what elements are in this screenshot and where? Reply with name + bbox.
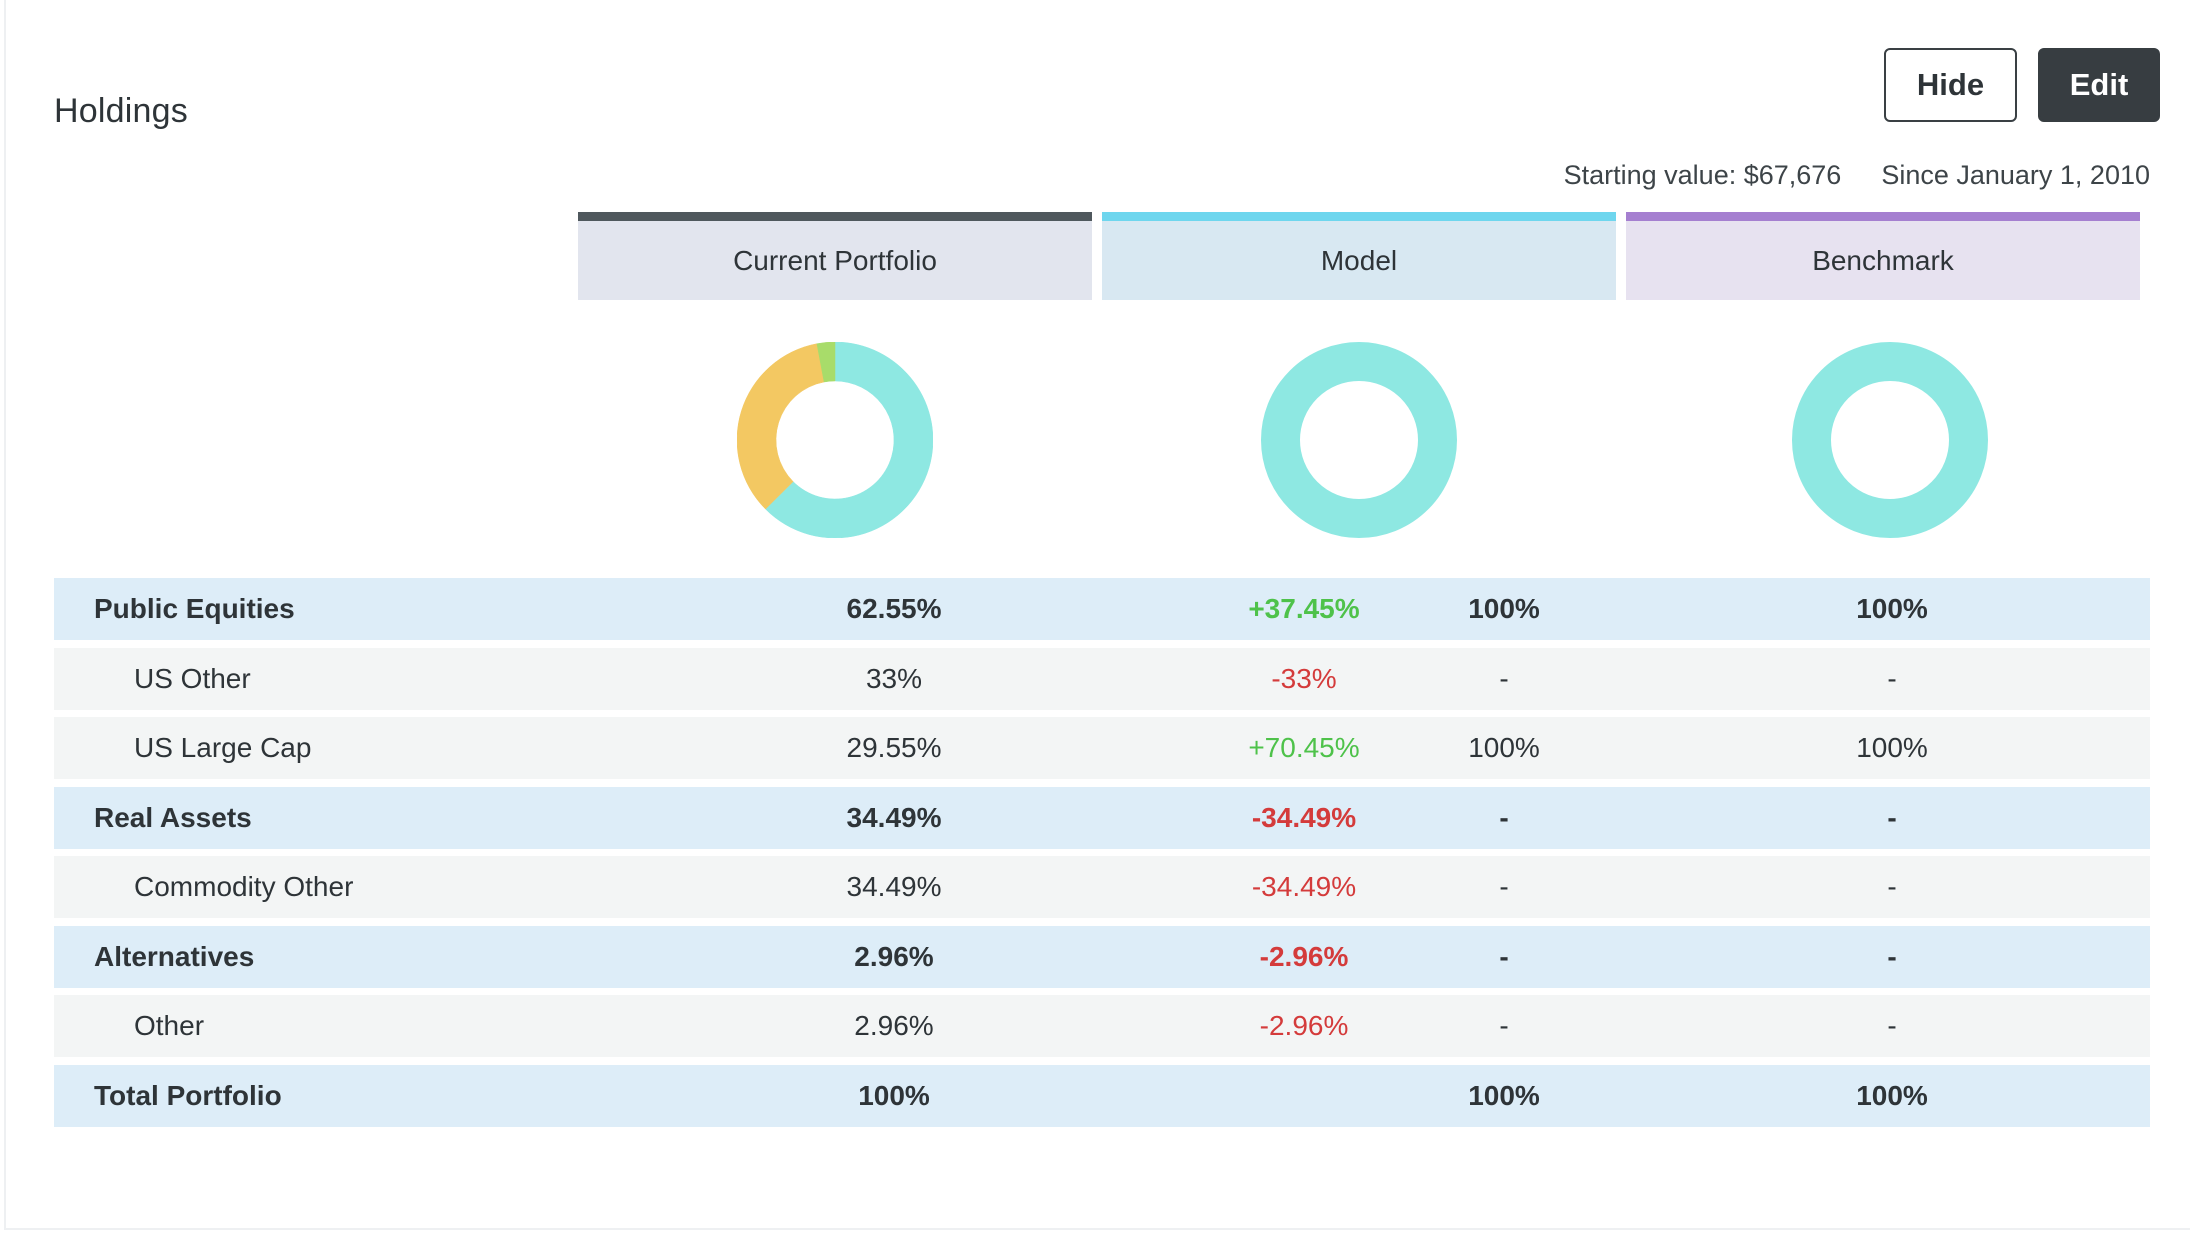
model-value: - — [1499, 940, 1509, 972]
donut-slice-us-large-cap — [1792, 342, 1988, 538]
difference-value: +37.45% — [1248, 593, 1360, 624]
row-label: Total Portfolio — [94, 1079, 282, 1111]
current-value: 29.55% — [846, 732, 942, 763]
table-row-other: Other 2.96% -2.96% - - — [54, 995, 2150, 1057]
model-value: 100% — [1468, 732, 1540, 763]
table-row-real-assets: Real Assets 34.49% -34.49% - - — [54, 786, 2150, 849]
model-value: - — [1499, 801, 1509, 833]
row-label: Other — [134, 1010, 205, 1041]
current-value: 62.55% — [846, 593, 942, 624]
donut-slice-us-large-cap — [834, 342, 933, 468]
current-value: 33% — [865, 662, 923, 694]
benchmark-value: 100% — [1856, 593, 1928, 624]
current-value: 2.96% — [854, 940, 934, 972]
benchmark-value: - — [1887, 662, 1897, 694]
current-value: 2.96% — [854, 1010, 934, 1041]
difference-value: -34.49% — [1251, 801, 1357, 833]
since-date: Since January 1, 2010 — [1881, 160, 2150, 190]
column-header-current-portfolio: Current Portfolio — [578, 212, 1092, 300]
table-row-public-equities: Public Equities 62.55% +37.45% 100% 100% — [54, 578, 2150, 640]
current-value: 34.49% — [846, 801, 942, 833]
column-header-benchmark: Benchmark — [1626, 212, 2140, 300]
donut-slice-us-other — [765, 456, 930, 538]
model-value: - — [1499, 871, 1509, 902]
difference-value — [1204, 1065, 1404, 1127]
model-value: 100% — [1468, 1079, 1540, 1111]
holdings-panel — [4, 0, 2190, 1230]
row-label: US Large Cap — [134, 732, 312, 763]
row-label: Commodity Other — [134, 871, 354, 902]
benchmark-value: - — [1887, 801, 1897, 833]
column-header-model: Model — [1102, 212, 1616, 300]
starting-value: Starting value: $67,676 — [1563, 160, 1842, 190]
donut-slice-commodity-other — [737, 343, 825, 510]
difference-value: -34.49% — [1251, 871, 1357, 902]
table-row-commodity-other: Commodity Other 34.49% -34.49% - - — [54, 856, 2150, 918]
benchmark-value: - — [1887, 1010, 1897, 1041]
difference-value: -2.96% — [1259, 1010, 1349, 1041]
benchmark-value: 100% — [1856, 1079, 1928, 1111]
table-row-total-portfolio: Total Portfolio 100% 100% 100% — [54, 1064, 2150, 1127]
current-value: 34.49% — [846, 871, 942, 902]
benchmark-value: - — [1887, 871, 1897, 902]
benchmark-value: 100% — [1856, 732, 1928, 763]
model-donut — [1261, 342, 1457, 538]
difference-value: +70.45% — [1248, 732, 1360, 763]
difference-value: -2.96% — [1259, 940, 1349, 972]
row-label: Real Assets — [94, 801, 252, 833]
benchmark-donut — [1792, 342, 1988, 538]
edit-button[interactable]: Edit — [2038, 48, 2160, 122]
row-label: Public Equities — [94, 593, 295, 624]
benchmark-value: - — [1887, 940, 1897, 972]
model-value: - — [1499, 662, 1509, 694]
table-row-us-large-cap: US Large Cap 29.55% +70.45% 100% 100% — [54, 717, 2150, 779]
current-portfolio-donut — [737, 342, 933, 538]
row-label: US Other — [134, 662, 251, 694]
row-label: Alternatives — [94, 940, 255, 972]
table-row-us-other: US Other 33% -33% - - — [54, 647, 2150, 710]
page-title: Holdings — [54, 92, 188, 130]
model-value: 100% — [1468, 593, 1540, 624]
donut-slice-other — [816, 342, 836, 383]
difference-value: -33% — [1271, 662, 1337, 694]
table-row-alternatives: Alternatives 2.96% -2.96% - - — [54, 925, 2150, 988]
current-value: 100% — [858, 1079, 930, 1111]
model-value: - — [1499, 1010, 1509, 1041]
donut-slice-us-large-cap — [1261, 342, 1457, 538]
hide-button[interactable]: Hide — [1884, 48, 2017, 122]
portfolio-meta: Starting value: $67,676 Since January 1,… — [1564, 160, 2150, 191]
